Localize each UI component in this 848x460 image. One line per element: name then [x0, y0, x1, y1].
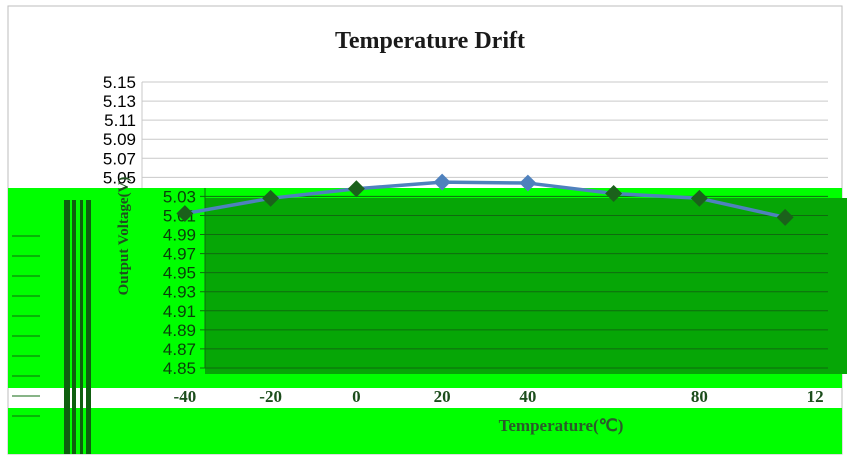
data-point — [776, 208, 794, 226]
x-axis-title: Temperature(℃) — [499, 416, 624, 435]
x-tick-label: -20 — [259, 387, 282, 406]
y-tick-label: 4.97 — [163, 245, 196, 264]
y-tick-label: 4.95 — [163, 264, 196, 283]
x-tick-label: -40 — [174, 387, 197, 406]
chart-title: Temperature Drift — [335, 28, 525, 54]
y-tick-label: 4.85 — [163, 359, 196, 378]
overlay-bottom-band — [8, 408, 842, 454]
gridlines-overlay — [200, 188, 828, 369]
x-tick-label: 20 — [434, 387, 451, 406]
x-tick-label: 80 — [691, 387, 708, 406]
x-tick-labels: -40 -20 0 20 40 80 12 — [174, 387, 824, 406]
data-point — [605, 185, 623, 203]
data-point — [519, 174, 537, 192]
overlay-stripe — [80, 200, 83, 454]
y-tick-label: 4.87 — [163, 340, 196, 359]
overlay-plot-band — [205, 198, 847, 374]
y-tick-label: 5.09 — [103, 130, 136, 149]
x-tick-label: 40 — [519, 387, 536, 406]
glitch-overlay — [8, 188, 847, 454]
overlay-stripe — [64, 200, 70, 454]
x-tick-label: 12 — [807, 387, 824, 406]
y-tick-label: 5.05 — [103, 168, 136, 187]
series-line — [184, 180, 786, 220]
data-point — [690, 189, 708, 207]
y-tick-label: 4.99 — [163, 226, 196, 245]
y-tick-label: 4.91 — [163, 302, 196, 321]
y-tick-label: 5.03 — [163, 187, 196, 206]
y-tick-label: 5.07 — [103, 149, 136, 168]
y-tick-label: 5.15 — [103, 73, 136, 92]
y-axis-title: Output Voltage(V) — [116, 177, 132, 296]
overlay-stripe — [86, 200, 91, 454]
y-tick-label: 4.93 — [163, 283, 196, 302]
y-tick-label: 5.11 — [104, 111, 136, 130]
y-tick-label: 4.89 — [163, 321, 196, 340]
overlay-stripe — [72, 200, 76, 454]
x-tick-label: 0 — [352, 387, 361, 406]
y-tick-label: 5.13 — [103, 92, 136, 111]
y-tick-labels: 5.155.135.115.095.075.055.035.014.994.97… — [103, 73, 196, 378]
gridlines — [141, 81, 828, 188]
